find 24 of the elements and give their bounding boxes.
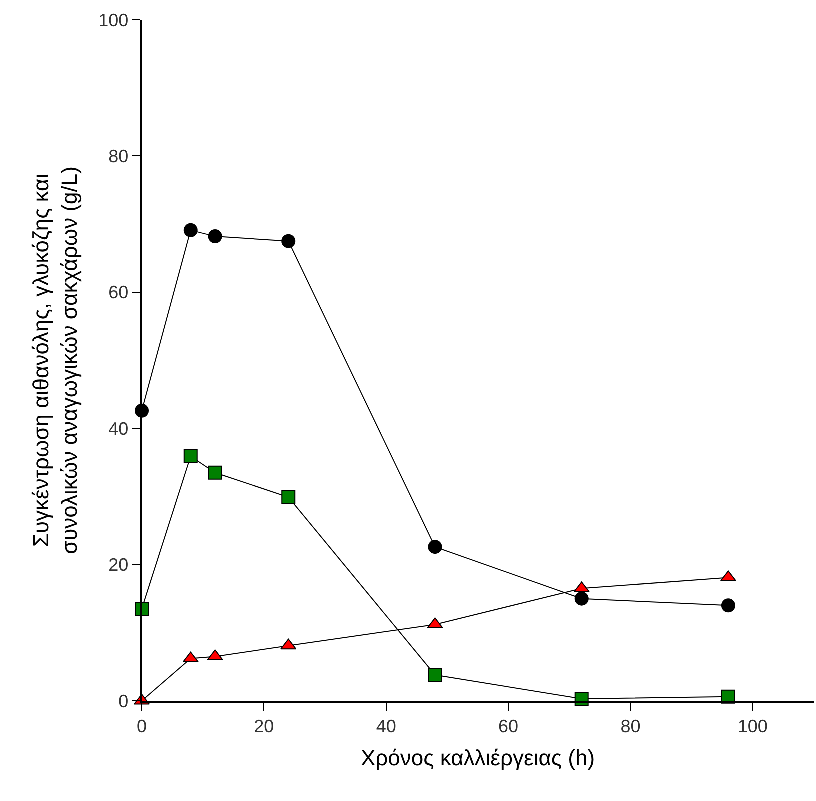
y-tick-label: 80 (108, 146, 129, 166)
point (184, 450, 198, 464)
x-tick-label: 100 (738, 716, 768, 736)
x-tick-label: 20 (254, 716, 274, 736)
y-tick-label: 60 (108, 282, 129, 303)
x-tick-label: 80 (620, 716, 641, 736)
y-tick-label: 40 (108, 418, 129, 439)
x-tick-label: 60 (498, 716, 519, 736)
x-tick-label: 0 (136, 716, 148, 736)
point (721, 598, 736, 613)
x-tick-label: 40 (376, 716, 396, 736)
y-axis-title: Συγκέντρωση αιθανόλης, γλυκόζης και συνολικών αναγωγικών σακχάρων (g/L) (28, 166, 82, 554)
point (208, 230, 222, 244)
point (282, 490, 296, 504)
point (428, 540, 442, 554)
point (282, 234, 296, 248)
y-tick-label: 20 (108, 555, 129, 576)
point (184, 223, 198, 238)
point (208, 466, 222, 480)
point (428, 668, 442, 682)
y-tick-label: 0 (118, 691, 129, 712)
x-axis-title: Χρόνος καλλιέργειας (h) (360, 746, 596, 771)
point (574, 592, 589, 606)
y-tick-label: 100 (98, 10, 129, 30)
